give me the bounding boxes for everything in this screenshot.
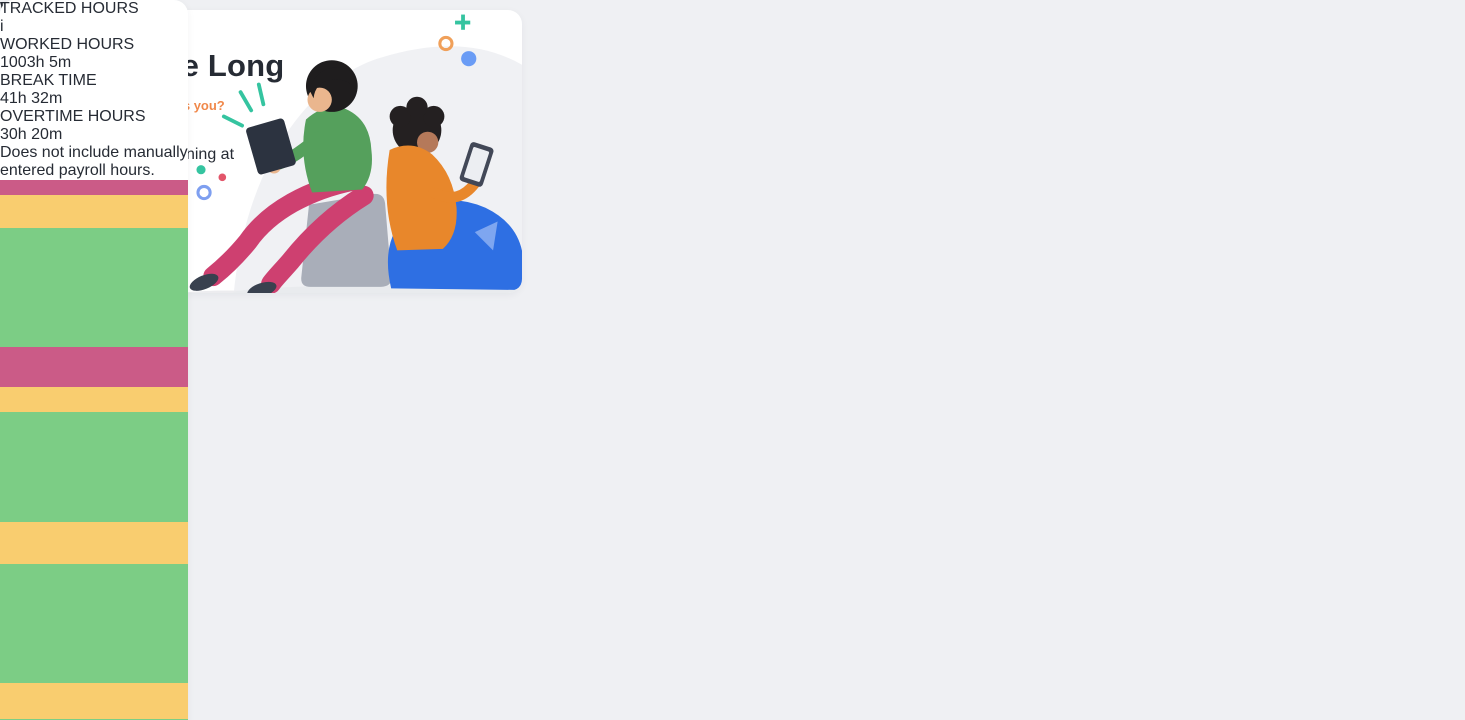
overtime-segment	[0, 180, 188, 195]
legend-label: OVERTIME HOURS	[0, 108, 146, 125]
worked-segment	[0, 564, 188, 684]
legend-item: WORKED HOURS 1003h 5m	[0, 36, 188, 72]
member-row[interactable]: Irma Ellis 9:59 am	[0, 558, 1465, 657]
avatar-photo	[0, 558, 1465, 625]
worked-segment	[0, 718, 188, 720]
member-name: Lloyd Bishop	[0, 324, 1465, 342]
avatar-photo	[0, 459, 1465, 526]
member-info: Barbara Carr 9:59 am	[0, 423, 1465, 459]
stacked-bar	[0, 180, 188, 347]
greeting-card: Hello Jane Long How should we address yo…	[20, 10, 522, 293]
stacked-bar	[0, 683, 188, 720]
legend-value: 30h 20m	[0, 126, 63, 143]
overtime-segment	[0, 346, 188, 387]
member-clock-in-time: 9:59 am	[0, 342, 1465, 360]
member-name: Irma Ellis	[0, 621, 1465, 639]
break-segment	[0, 386, 188, 413]
member-row[interactable]: Barbara Carr 9:59 am	[0, 360, 1465, 459]
chart-footnote: Does not include manually entered payrol…	[0, 144, 188, 179]
member-name: Alessio Nintendo	[0, 522, 1465, 540]
member-info: Irma Ellis 9:59 am	[0, 621, 1465, 657]
stacked-bar	[0, 522, 188, 684]
avatar	[0, 360, 1465, 427]
bars	[0, 180, 188, 720]
stacked-bar	[0, 346, 188, 523]
tracked-hours-chart	[0, 180, 188, 720]
legend-item: OVERTIME HOURS 30h 20m	[0, 108, 188, 144]
info-circle-icon[interactable]: i	[0, 18, 4, 35]
avatar	[0, 657, 1465, 720]
tracked-hours-card: TRACKED HOURS i WORKED HOURS 1003h 5m BR…	[0, 0, 188, 720]
people-illustration	[180, 14, 522, 293]
member-info: Alessio Nintendo 9:59 am	[0, 522, 1465, 558]
worked-segment	[0, 228, 188, 347]
member-row[interactable]: l Lloyd Bishop 9:59 am	[0, 306, 1465, 360]
avatar	[0, 558, 1465, 625]
legend-item: BREAK TIME 41h 32m	[0, 72, 188, 108]
break-segment	[0, 522, 188, 565]
member-clock-in-time: 9:59 am	[0, 540, 1465, 558]
member-clock-in-time: 9:59 am	[0, 441, 1465, 459]
avatar-photo	[0, 360, 1465, 427]
legend-value: 1003h 5m	[0, 54, 72, 71]
avatar-initial: l	[0, 306, 1465, 324]
tracked-hours-title: TRACKED HOURS	[0, 0, 139, 17]
member-row[interactable]: Alessio Nintendo 9:59 am	[0, 459, 1465, 558]
legend-label: BREAK TIME	[0, 72, 97, 89]
chart-plot-area	[0, 180, 188, 720]
member-clock-in-time: 9:59 am	[0, 639, 1465, 657]
avatar-photo	[0, 657, 1465, 720]
legend-label: WORKED HOURS	[0, 36, 135, 53]
break-segment	[0, 194, 188, 229]
member-info: Lloyd Bishop 9:59 am	[0, 324, 1465, 360]
member-row[interactable]: Cheryl Edwards 9:59 am	[0, 657, 1465, 720]
avatar: l	[0, 306, 1465, 324]
chart-legend: WORKED HOURS 1003h 5m BREAK TIME 41h 32m…	[0, 36, 188, 144]
member-name: Barbara Carr	[0, 423, 1465, 441]
avatar	[0, 459, 1465, 526]
break-segment	[0, 683, 188, 719]
legend-value: 41h 32m	[0, 90, 63, 107]
worked-segment	[0, 412, 188, 523]
